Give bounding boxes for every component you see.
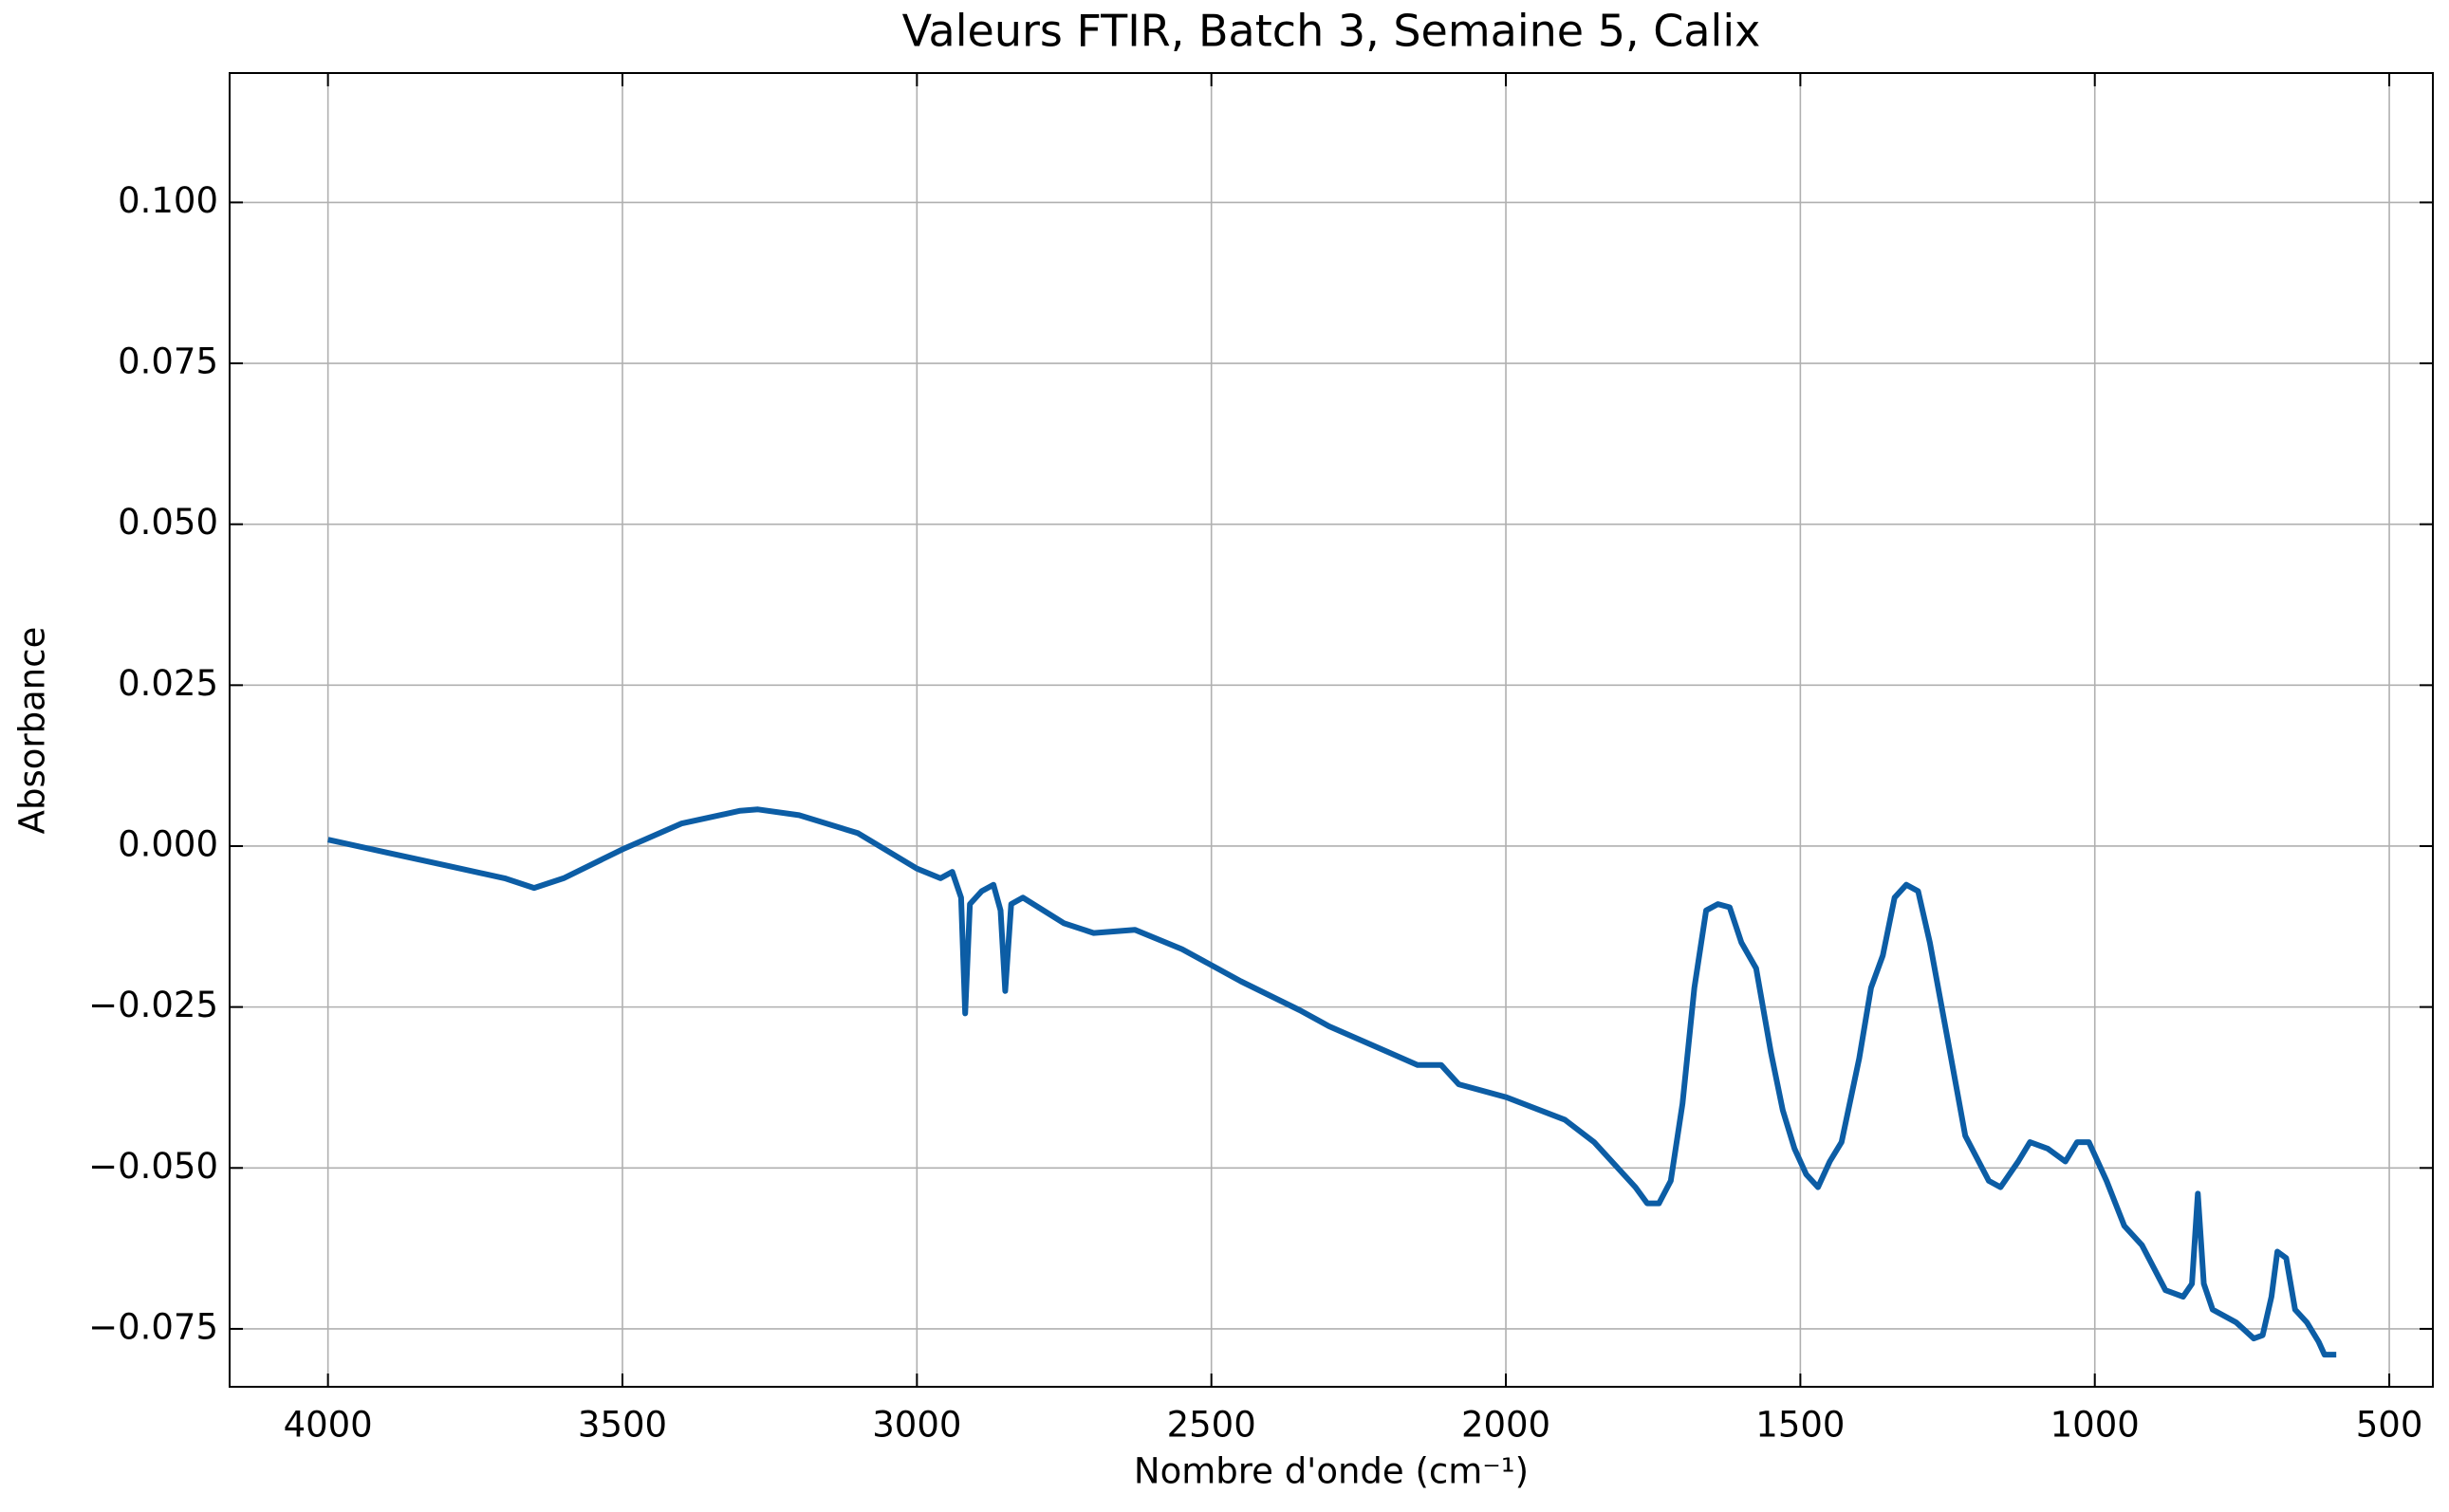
y-tick-label: 0.075 (118, 341, 218, 382)
y-tick-label: 0.000 (118, 823, 218, 864)
y-tick-label: 0.100 (118, 180, 218, 221)
y-axis-label: Absorbance (12, 627, 53, 835)
y-tick-label: 0.025 (118, 663, 218, 704)
x-tick-label: 3000 (872, 1405, 961, 1446)
x-tick-label: 1000 (2050, 1405, 2140, 1446)
spectrum-line (327, 806, 2337, 1358)
x-axis-label: Nombre d'onde (cm⁻¹) (1134, 1451, 1529, 1492)
plot-frame (229, 72, 2434, 1388)
y-tick-label: −0.075 (88, 1306, 218, 1347)
x-tick-label: 1500 (1755, 1405, 1845, 1446)
y-tick-label: −0.050 (88, 1146, 218, 1187)
y-tick-label: 0.050 (118, 502, 218, 543)
x-tick-label: 4000 (284, 1405, 373, 1446)
chart-title: Valeurs FTIR, Batch 3, Semaine 5, Calix (902, 6, 1761, 57)
x-tick-label: 3500 (578, 1405, 667, 1446)
x-tick-label: 2000 (1461, 1405, 1550, 1446)
x-tick-label: 2500 (1167, 1405, 1256, 1446)
y-tick-label: −0.025 (88, 985, 218, 1025)
x-tick-label: 500 (2356, 1405, 2423, 1446)
